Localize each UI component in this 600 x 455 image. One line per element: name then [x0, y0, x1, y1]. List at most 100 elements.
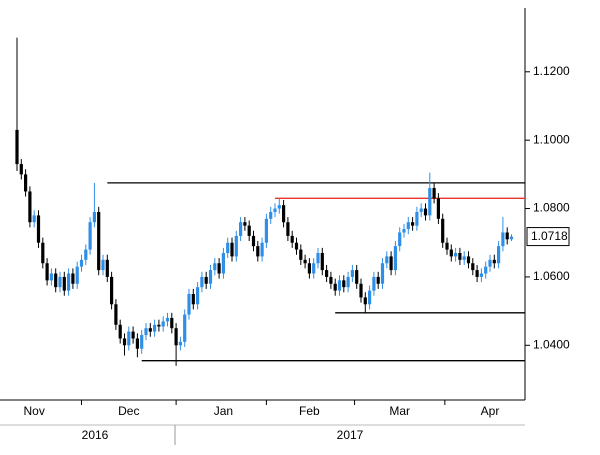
candle-body [428, 188, 432, 216]
candle-body [479, 273, 483, 277]
candle-body [196, 287, 200, 305]
candle-body [449, 249, 453, 257]
candle-body [256, 246, 260, 257]
candle-body [49, 273, 53, 281]
candle-body [140, 335, 144, 349]
last-price-box [526, 227, 570, 247]
candle-body [135, 338, 139, 349]
candle-body [423, 208, 428, 216]
candle-body [45, 263, 49, 281]
candle-body [333, 283, 337, 291]
candle-body [247, 225, 251, 236]
candle-body [200, 276, 204, 288]
candle-body [269, 211, 273, 219]
candle-body [286, 222, 290, 236]
candle-body [144, 328, 148, 336]
candle-body [376, 276, 380, 284]
candle-body [320, 252, 324, 271]
candle-body [355, 270, 359, 284]
candle-body [307, 263, 311, 274]
x-tick-label: Nov [24, 404, 45, 418]
candle-body [277, 205, 281, 209]
candle-body [441, 218, 445, 243]
candle-body [187, 294, 191, 315]
candle-body [28, 191, 32, 223]
candle-body [105, 259, 109, 277]
x-tick-label: Dec [118, 404, 139, 418]
candle-body [411, 222, 415, 226]
candle-body [19, 164, 23, 175]
candle-body [79, 259, 84, 267]
candle-body [415, 211, 419, 226]
candle-body [84, 249, 88, 260]
candle-body [445, 242, 449, 250]
candle-body [372, 276, 376, 291]
candle-body [393, 246, 397, 271]
y-tick-label: 1.0600 [533, 269, 570, 283]
candle-body [466, 256, 471, 264]
candle-body [230, 242, 234, 257]
candle-body [58, 276, 62, 288]
candle-body [221, 252, 225, 274]
candle-body [342, 280, 346, 288]
year-label: 2017 [337, 428, 364, 442]
candle-body [497, 246, 501, 264]
candle-body [36, 215, 41, 243]
candle-body [385, 256, 389, 264]
candle-body [350, 270, 354, 277]
candle-body [110, 276, 114, 305]
candle-body [114, 304, 118, 325]
candle-body [41, 242, 45, 264]
candle-body [260, 242, 264, 257]
candle-body [54, 273, 58, 288]
candle-body [213, 263, 217, 271]
candle-body [402, 229, 406, 233]
candle-body [303, 259, 307, 264]
candle-body [24, 174, 28, 192]
candle-body [501, 232, 505, 247]
candle-body [509, 236, 514, 240]
candle-body [92, 211, 96, 223]
candle-body [239, 222, 243, 236]
candle-body [75, 266, 79, 284]
candle-body [325, 270, 329, 277]
candle-body [488, 259, 492, 267]
candle-body [419, 208, 423, 212]
candle-body [157, 324, 161, 327]
candle-body [368, 290, 372, 305]
candle-body [174, 328, 178, 346]
candle-body [316, 252, 320, 264]
candle-body [312, 263, 316, 274]
candle-body [32, 215, 36, 223]
y-tick-label: 1.0400 [533, 337, 570, 351]
candle-body [165, 317, 170, 322]
candle-body [432, 188, 436, 199]
candle-body [153, 324, 157, 332]
candle-body [122, 338, 127, 346]
candle-body [389, 256, 393, 271]
candle-body [346, 276, 350, 288]
candle-body [471, 263, 475, 271]
x-tick-label: Apr [481, 404, 500, 418]
candle-body [15, 129, 19, 165]
candle-body [217, 263, 221, 274]
candle-body [170, 317, 174, 329]
candle-body [359, 283, 363, 298]
candle-body [406, 222, 410, 230]
candle-body [178, 341, 182, 346]
candle-body [475, 270, 479, 277]
candle-body [398, 232, 402, 247]
candle-body [97, 211, 101, 271]
candle-body [492, 259, 496, 264]
y-tick-label: 1.1200 [533, 64, 570, 78]
candle-body [62, 276, 66, 291]
candle-body [329, 276, 333, 284]
candle-body [204, 276, 208, 284]
candle-body [251, 235, 256, 247]
candle-body [282, 205, 286, 223]
candle-body [264, 218, 268, 243]
candle-body [294, 242, 299, 250]
candle-body [290, 235, 294, 243]
last-price-label: 1.0718 [531, 229, 568, 243]
